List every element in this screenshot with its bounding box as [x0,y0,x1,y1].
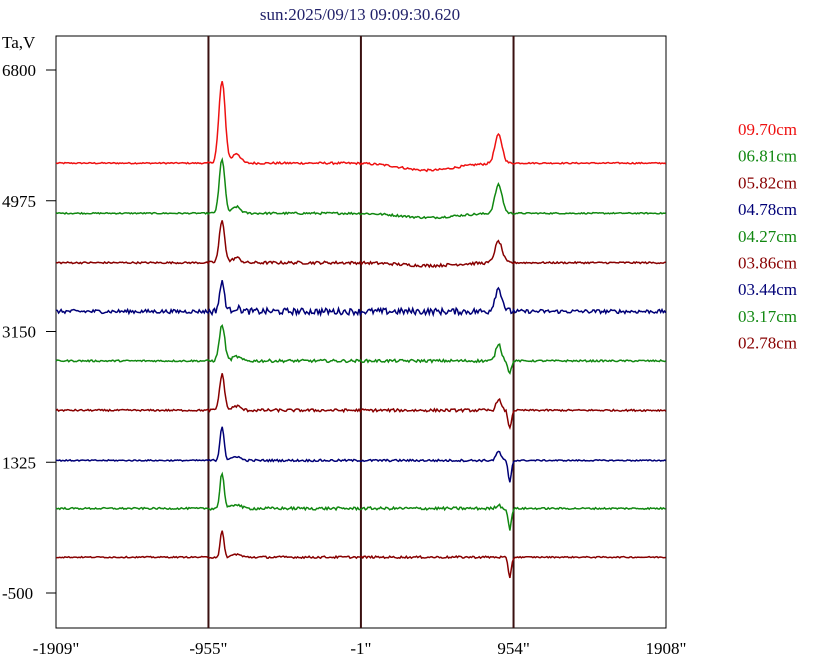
series-line-09.70cm [55,81,667,173]
legend: 09.70cm 06.81cm 05.82cm 04.78cm 04.27cm 03.86… [738,120,797,353]
legend-entry-2: 05.82cm [738,173,797,192]
series-line-03.44cm [56,426,667,483]
x-tick-label-1: -955" [189,639,227,658]
series-line-03.86cm [55,373,667,430]
y-tick-label-3: 1325 [2,453,36,472]
y-axis-label: Ta,V [2,33,36,52]
series-line-03.17cm [55,471,666,531]
y-tick-label-0: 6800 [2,61,36,80]
legend-entry-3: 04.78cm [738,200,797,219]
x-tick-label-0: -1909" [33,639,80,658]
y-tick-label-1: 4975 [2,192,36,211]
y-tick-label-2: 3150 [2,323,36,342]
series-line-04.78cm [55,280,667,318]
series-layer [55,81,667,579]
legend-entry-0: 09.70cm [738,120,797,139]
x-tick-label-2: -1" [350,639,371,658]
legend-entry-5: 03.86cm [738,254,797,273]
legend-entry-4: 04.27cm [738,227,797,246]
x-tick-label-3: 954" [497,639,529,658]
legend-entry-7: 03.17cm [738,307,797,326]
series-line-04.27cm [55,323,667,375]
x-ticks: -1909" -955" -1" 954" 1908" [33,639,687,658]
chart-title: sun:2025/09/13 09:09:30.620 [260,5,460,24]
vertical-lines [207,36,515,628]
legend-entry-6: 03.44cm [738,280,797,299]
series-line-05.82cm [55,220,666,269]
legend-entry-1: 06.81cm [738,147,797,166]
y-ticks: 6800 4975 3150 1325 -500 [2,61,56,603]
y-tick-label-4: -500 [2,584,33,603]
series-line-06.81cm [55,156,666,220]
series-line-02.78cm [55,530,666,579]
x-tick-label-4: 1908" [646,639,687,658]
legend-entry-8: 02.78cm [738,334,797,353]
